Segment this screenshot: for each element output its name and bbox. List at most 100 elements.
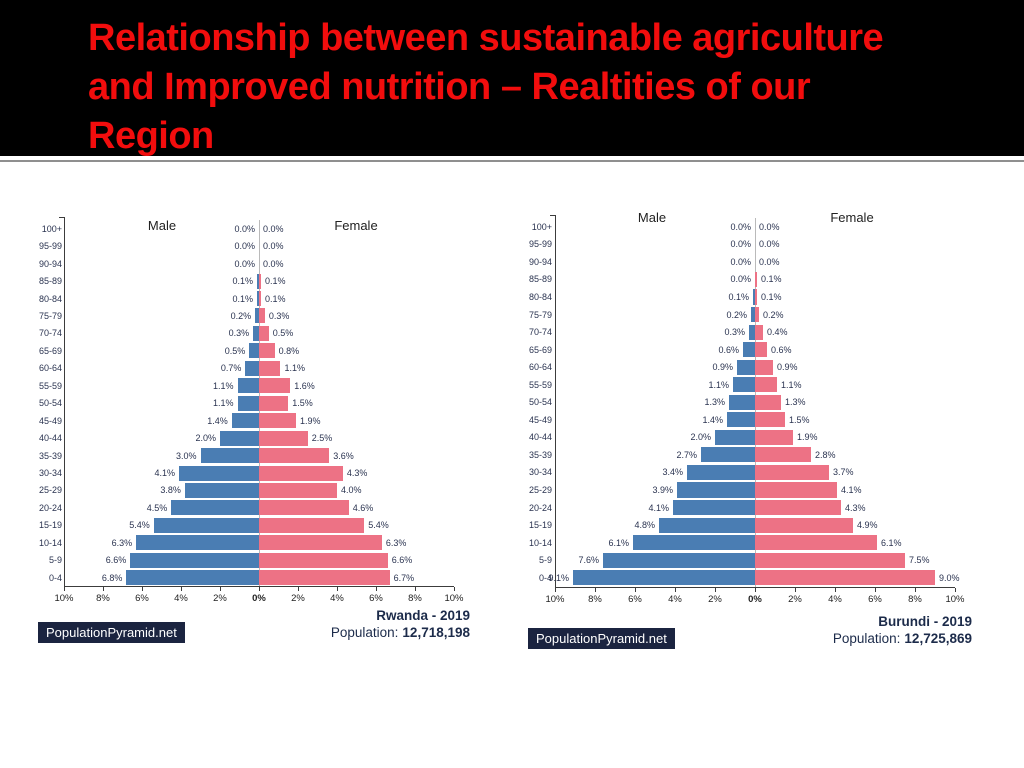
age-group-label: 65-69 bbox=[528, 344, 552, 355]
female-value-label: 3.6% bbox=[333, 450, 354, 461]
x-tick-label: 6% bbox=[135, 593, 149, 605]
x-axis-line bbox=[555, 586, 955, 588]
female-value-label: 4.9% bbox=[857, 520, 878, 531]
slide-title-line-2: and Improved nutrition – Realtities of o… bbox=[88, 66, 811, 108]
age-group-label: 55-59 bbox=[38, 380, 62, 391]
male-bar bbox=[701, 447, 755, 463]
male-value-label: 4.5% bbox=[146, 502, 168, 513]
female-value-label: 4.3% bbox=[346, 468, 368, 479]
male-value-label: 6.1% bbox=[608, 537, 629, 548]
x-tick-label: 10% bbox=[444, 593, 464, 605]
age-group-label: 100+ bbox=[41, 223, 62, 234]
male-bar bbox=[673, 500, 755, 516]
female-value-label: 0.0% bbox=[759, 221, 780, 232]
x-tick-label: 2% bbox=[213, 593, 227, 605]
female-value-label: 6.7% bbox=[393, 572, 415, 583]
male-bar bbox=[249, 343, 259, 359]
male-value-label: 0.3% bbox=[228, 328, 250, 339]
female-value-label: 2.5% bbox=[311, 433, 333, 444]
female-value-label: 0.5% bbox=[272, 328, 294, 339]
male-bar bbox=[237, 395, 259, 411]
chart-footer: Rwanda - 2019 Population: 12,718,198 bbox=[331, 608, 470, 640]
age-group-label: 40-44 bbox=[38, 433, 62, 444]
female-axis-label: Female bbox=[830, 210, 874, 225]
male-bar bbox=[237, 378, 259, 394]
x-axis-tick bbox=[454, 587, 455, 592]
x-axis-tick bbox=[795, 587, 796, 592]
population-value: 12,718,198 bbox=[402, 625, 470, 640]
chart-title: Burundi - 2019 bbox=[878, 614, 972, 629]
population-pyramid-rwanda: Male Female 10% 8% 6% 4% 2% 0% 2% 4% 6% 8% 10% 0.0%… bbox=[30, 212, 480, 667]
x-tick-label: 0% bbox=[748, 593, 762, 605]
x-axis-tick bbox=[875, 587, 876, 592]
header-divider bbox=[0, 160, 1024, 162]
female-bar bbox=[755, 464, 829, 481]
age-group-label: 85-89 bbox=[528, 274, 552, 285]
age-group-label: 95-99 bbox=[38, 241, 62, 252]
female-value-label: 0.3% bbox=[268, 310, 290, 321]
male-value-label: 3.8% bbox=[160, 485, 181, 496]
male-value-label: 0.0% bbox=[234, 241, 255, 252]
male-bar bbox=[255, 308, 259, 324]
male-bar bbox=[231, 413, 259, 429]
age-group-label: 90-94 bbox=[38, 258, 62, 269]
female-value-label: 0.4% bbox=[767, 327, 788, 338]
female-value-label: 1.1% bbox=[284, 363, 305, 374]
male-value-label: 6.6% bbox=[105, 555, 127, 566]
age-group-label: 35-39 bbox=[38, 450, 62, 461]
male-value-label: 0.0% bbox=[730, 256, 751, 267]
x-tick-label: 4% bbox=[828, 593, 842, 605]
female-value-label: 0.0% bbox=[263, 241, 284, 252]
male-bar bbox=[171, 500, 259, 516]
male-bar bbox=[751, 306, 755, 323]
slide-title-line-3: Region bbox=[88, 115, 214, 157]
female-bar bbox=[755, 289, 757, 305]
x-tick-label: 10% bbox=[945, 593, 965, 605]
male-value-label: 3.9% bbox=[652, 485, 673, 496]
populationpyramid-watermark: PopulationPyramid.net bbox=[38, 622, 185, 643]
population-value: 12,725,869 bbox=[904, 631, 972, 646]
age-group-label: 75-79 bbox=[38, 310, 62, 321]
female-value-label: 1.1% bbox=[781, 379, 802, 390]
age-group-label: 50-54 bbox=[38, 398, 62, 409]
age-group-label: 10-14 bbox=[528, 537, 552, 548]
x-axis-tick bbox=[675, 587, 676, 592]
male-value-label: 2.0% bbox=[690, 432, 711, 443]
female-value-label: 4.0% bbox=[341, 485, 362, 496]
female-value-label: 0.1% bbox=[761, 291, 782, 302]
population-line: Population: 12,725,869 bbox=[833, 631, 972, 646]
male-value-label: 0.0% bbox=[730, 239, 751, 250]
x-tick-label: 0% bbox=[252, 593, 266, 605]
female-value-label: 1.3% bbox=[785, 397, 806, 408]
age-group-label: 55-59 bbox=[528, 379, 552, 390]
male-value-label: 1.1% bbox=[213, 398, 234, 409]
population-pyramid-burundi: Male Female 10% 8% 6% 4% 2% 0% 2% 4% 6% 8% 10% 0.0%… bbox=[520, 206, 980, 666]
male-bar bbox=[130, 552, 259, 568]
female-value-label: 0.8% bbox=[278, 345, 300, 356]
male-value-label: 2.0% bbox=[195, 433, 216, 444]
x-axis-tick bbox=[376, 587, 377, 592]
female-bar bbox=[755, 517, 853, 533]
x-axis-tick bbox=[915, 587, 916, 592]
male-value-label: 6.8% bbox=[101, 572, 123, 583]
female-value-label: 4.1% bbox=[841, 485, 862, 496]
age-group-label: 0-4 bbox=[48, 572, 62, 583]
male-value-label: 0.0% bbox=[730, 221, 751, 232]
male-value-label: 7.6% bbox=[578, 555, 599, 566]
x-axis-tick bbox=[715, 587, 716, 592]
male-value-label: 0.7% bbox=[220, 363, 242, 374]
female-bar bbox=[259, 482, 337, 498]
pyramid-plot: 10% 8% 6% 4% 2% 0% 2% 4% 6% 8% 10% 0.0% 0.0% 100+ 0.0%… bbox=[30, 212, 480, 667]
age-group-label: 25-29 bbox=[528, 485, 552, 496]
male-bar bbox=[220, 430, 259, 446]
male-value-label: 0.6% bbox=[718, 344, 739, 355]
age-group-label: 30-34 bbox=[38, 468, 62, 479]
x-axis-tick bbox=[298, 587, 299, 592]
female-bar bbox=[259, 535, 382, 551]
female-value-label: 3.7% bbox=[833, 467, 854, 478]
female-bar bbox=[259, 273, 261, 289]
female-bar bbox=[755, 377, 777, 393]
female-bar bbox=[755, 500, 841, 516]
female-value-label: 0.9% bbox=[777, 362, 798, 373]
female-value-label: 1.5% bbox=[292, 398, 313, 409]
